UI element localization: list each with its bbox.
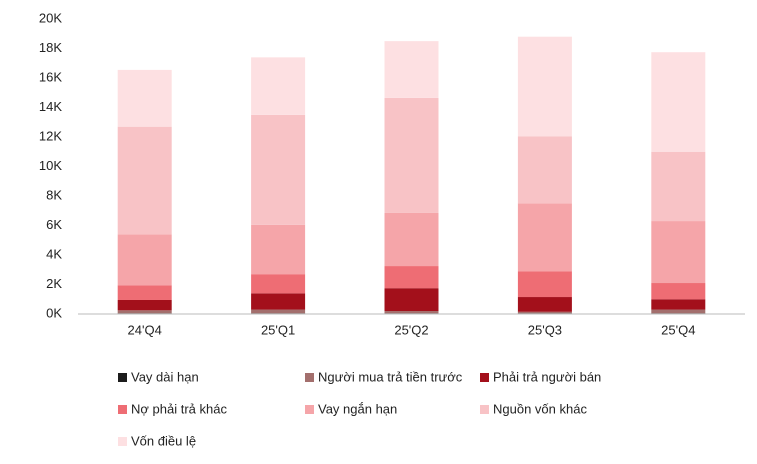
x-tick-label: 25'Q4 [661, 322, 695, 337]
bar-segment [251, 309, 306, 314]
bar-segment [251, 274, 306, 294]
legend-swatch [480, 373, 489, 382]
legend-swatch [305, 405, 314, 414]
legend-swatch [480, 405, 489, 414]
bar-segment [517, 136, 572, 204]
bar-segment [117, 69, 172, 127]
x-tick-label: 25'Q3 [528, 322, 562, 337]
y-tick-label: 0K [46, 305, 62, 320]
legend-label: Nợ phải trả khác [131, 401, 227, 416]
bar-segment [651, 283, 706, 300]
bar-segment [651, 299, 706, 310]
bar-segment [117, 234, 172, 286]
bar-segment [117, 126, 172, 235]
y-tick-label: 18K [39, 40, 62, 55]
bar-segment [651, 309, 706, 314]
legend-swatch [118, 373, 127, 382]
x-tick-label: 25'Q1 [261, 322, 295, 337]
bar-segment [384, 266, 439, 289]
bar-segment [251, 224, 306, 275]
legend-swatch [118, 437, 127, 446]
x-tick-label: 25'Q2 [394, 322, 428, 337]
bar-segment [651, 151, 706, 222]
legend-label: Vay dài hạn [131, 369, 199, 384]
bar-segment [517, 36, 572, 137]
bar-segment [117, 299, 172, 311]
bar-segment [517, 271, 572, 298]
y-tick-label: 20K [39, 10, 62, 25]
bar-segment [384, 212, 439, 267]
legend-label: Phải trả người bán [493, 369, 601, 384]
x-tick-label: 24'Q4 [128, 322, 162, 337]
bar-segment [251, 114, 306, 225]
bar-segment [651, 221, 706, 284]
legend-label: Vay ngắn hạn [318, 401, 397, 416]
bar-segment [384, 97, 439, 213]
bar-segment [117, 310, 172, 314]
y-tick-label: 14K [39, 99, 62, 114]
y-tick-label: 2K [46, 276, 62, 291]
y-tick-label: 6K [46, 217, 62, 232]
legend-label: Người mua trả tiền trước [318, 369, 463, 384]
legend-label: Nguồn vốn khác [493, 401, 587, 416]
y-tick-label: 10K [39, 158, 62, 173]
legend-label: Vốn điều lệ [131, 433, 196, 448]
y-tick-label: 12K [39, 128, 62, 143]
y-tick-label: 4K [46, 246, 62, 261]
bar-segment [384, 311, 439, 314]
bar-segment [517, 203, 572, 272]
y-tick-label: 16K [39, 69, 62, 84]
bar-segment [251, 293, 306, 310]
bar-segment [384, 288, 439, 312]
bar-segment [651, 52, 706, 152]
bar-segment [117, 285, 172, 300]
bar-segment [517, 297, 572, 312]
bar-segment [251, 57, 306, 115]
bar-segment [517, 311, 572, 314]
legend-swatch [118, 405, 127, 414]
legend-swatch [305, 373, 314, 382]
bar-segment [384, 41, 439, 98]
y-tick-label: 8K [46, 187, 62, 202]
